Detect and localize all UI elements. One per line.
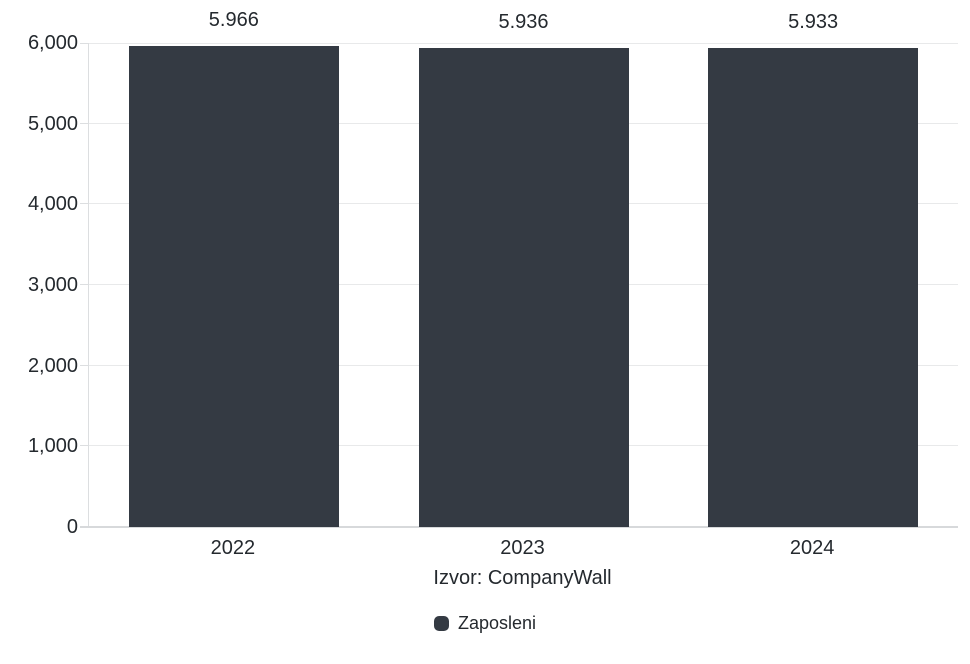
- x-tick-label: 2022: [210, 537, 256, 559]
- legend-marker-icon: [433, 615, 449, 631]
- bar-2024[interactable]: [708, 48, 919, 527]
- y-tick-label: 4,000: [27, 193, 78, 216]
- y-tick-label: 3,000: [27, 274, 78, 296]
- y-axis-tick: [80, 43, 89, 44]
- bar-value-label: 5.966: [208, 8, 259, 31]
- y-tick-label: 0: [66, 516, 78, 538]
- bar-value-label: 5.933: [788, 11, 839, 34]
- legend-item[interactable]: Zaposleni: [433, 612, 537, 634]
- gridline: [89, 43, 958, 44]
- x-tick-label: 2024: [789, 537, 835, 559]
- y-axis-tick: [80, 284, 89, 285]
- y-tick-label: 2,000: [27, 354, 78, 377]
- y-axis-tick: [80, 122, 89, 124]
- y-tick-label: 5,000: [27, 112, 78, 135]
- y-tick-label: 6,000: [27, 32, 78, 54]
- y-axis-tick: [80, 364, 89, 366]
- y-axis-tick: [80, 203, 89, 205]
- y-axis-tick: [80, 445, 89, 447]
- bar-value-label: 5.936: [498, 11, 549, 34]
- plot-area: 5.966 5.936 5.933: [80, 9, 958, 528]
- bar-2023[interactable]: [418, 48, 629, 527]
- y-tick-label: 1,000: [27, 435, 78, 458]
- bar-2022[interactable]: [128, 45, 339, 527]
- x-tick-label: 2023: [500, 537, 545, 559]
- x-axis-line: [80, 526, 958, 528]
- legend: Zaposleni: [0, 612, 970, 634]
- legend-label: Zaposleni: [457, 613, 537, 633]
- source-label: Izvor: CompanyWall: [433, 567, 612, 589]
